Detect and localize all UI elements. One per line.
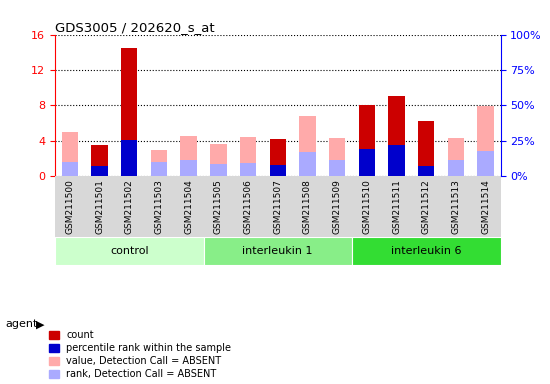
Bar bbox=[359, 104, 375, 176]
Bar bbox=[240, 137, 256, 176]
Text: control: control bbox=[110, 246, 148, 256]
Text: ▶: ▶ bbox=[36, 319, 44, 329]
Bar bbox=[477, 106, 494, 176]
Bar bbox=[359, 149, 375, 176]
Bar bbox=[329, 138, 345, 176]
Text: GSM211505: GSM211505 bbox=[214, 179, 223, 234]
Bar bbox=[448, 138, 464, 176]
Bar bbox=[180, 136, 197, 176]
Bar bbox=[210, 144, 227, 176]
Text: GSM211509: GSM211509 bbox=[333, 179, 342, 234]
Bar bbox=[210, 164, 227, 176]
Text: GSM211514: GSM211514 bbox=[481, 179, 490, 234]
Text: GSM211502: GSM211502 bbox=[125, 179, 134, 234]
Bar bbox=[477, 151, 494, 176]
Bar bbox=[204, 237, 352, 265]
Bar bbox=[151, 162, 167, 176]
Text: GSM211511: GSM211511 bbox=[392, 179, 401, 234]
Bar bbox=[121, 140, 138, 176]
Text: interleukin 1: interleukin 1 bbox=[243, 246, 313, 256]
Bar bbox=[270, 139, 286, 176]
Bar bbox=[240, 163, 256, 176]
Text: GSM211510: GSM211510 bbox=[362, 179, 371, 234]
Bar bbox=[448, 161, 464, 176]
Bar bbox=[180, 161, 197, 176]
Text: interleukin 6: interleukin 6 bbox=[391, 246, 461, 256]
Text: GSM211507: GSM211507 bbox=[273, 179, 282, 234]
Text: GSM211506: GSM211506 bbox=[244, 179, 252, 234]
Bar bbox=[329, 161, 345, 176]
Bar bbox=[299, 152, 316, 176]
Legend: count, percentile rank within the sample, value, Detection Call = ABSENT, rank, : count, percentile rank within the sample… bbox=[49, 330, 232, 379]
Bar bbox=[62, 132, 78, 176]
Text: GSM211500: GSM211500 bbox=[65, 179, 74, 234]
Bar bbox=[388, 145, 405, 176]
Bar bbox=[388, 96, 405, 176]
Text: GSM211512: GSM211512 bbox=[422, 179, 431, 234]
Bar bbox=[91, 145, 108, 176]
Text: GSM211504: GSM211504 bbox=[184, 179, 193, 234]
Bar bbox=[299, 116, 316, 176]
Bar bbox=[121, 48, 138, 176]
Text: GSM211508: GSM211508 bbox=[303, 179, 312, 234]
Text: GSM211513: GSM211513 bbox=[452, 179, 460, 234]
Bar bbox=[352, 237, 500, 265]
Bar bbox=[418, 121, 434, 176]
Bar bbox=[418, 166, 434, 176]
Bar bbox=[151, 150, 167, 176]
Text: agent: agent bbox=[6, 319, 38, 329]
Bar bbox=[91, 166, 108, 176]
Text: GDS3005 / 202620_s_at: GDS3005 / 202620_s_at bbox=[55, 21, 215, 34]
Text: GSM211503: GSM211503 bbox=[155, 179, 163, 234]
Bar bbox=[270, 165, 286, 176]
Bar bbox=[55, 237, 204, 265]
Bar bbox=[62, 162, 78, 176]
Text: GSM211501: GSM211501 bbox=[95, 179, 104, 234]
